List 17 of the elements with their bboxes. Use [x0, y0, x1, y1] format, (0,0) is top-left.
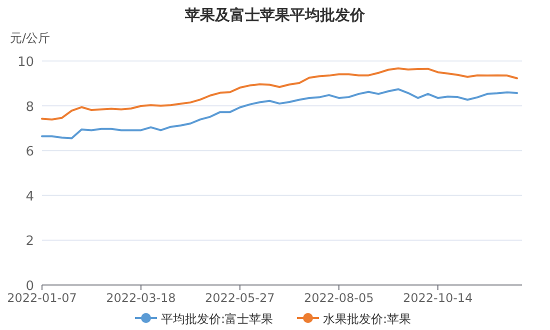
y-tick-label: 2 [26, 234, 34, 250]
line-series [41, 88, 518, 140]
x-tick-label: 2022-03-18 [106, 291, 176, 305]
legend-label: 平均批发价:富士苹果 [161, 312, 274, 326]
x-tick-label: 2022-10-14 [402, 291, 473, 305]
y-axis-title: 元/公斤 [10, 31, 50, 45]
x-tick-label: 2022-05-27 [205, 291, 275, 305]
x-tick-label: 2022-08-05 [304, 291, 374, 305]
x-tick-label: 2022-01-07 [7, 291, 77, 305]
y-tick-label: 4 [26, 189, 34, 204]
y-tick-label: 8 [26, 100, 34, 115]
legend-label: 水果批发价:苹果 [323, 312, 412, 326]
y-tick-label: 10 [17, 55, 34, 70]
chart-title: 苹果及富士苹果平均批发价 [184, 6, 366, 24]
line-series [41, 67, 518, 120]
y-tick-label: 0 [26, 279, 34, 294]
y-tick-label: 6 [26, 144, 34, 160]
